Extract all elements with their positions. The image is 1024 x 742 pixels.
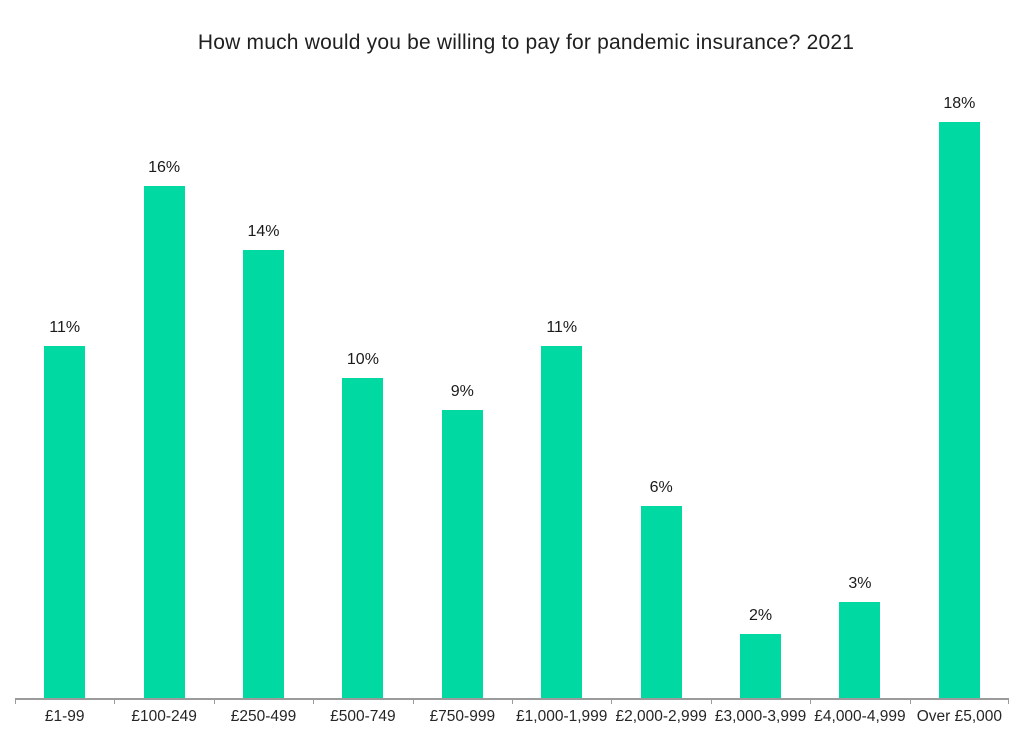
- value-label: 2%: [748, 607, 773, 624]
- bar: [541, 346, 583, 698]
- x-axis-tick: [512, 698, 513, 704]
- category-label: £750-999: [429, 708, 496, 725]
- x-axis-tick: [810, 698, 812, 704]
- value-label: 3%: [848, 575, 872, 592]
- value-label: 9%: [450, 383, 474, 400]
- x-axis-tick: [412, 698, 414, 704]
- bar: [938, 122, 980, 698]
- category-label: £500-749: [330, 708, 396, 725]
- value-label: 6%: [649, 479, 673, 496]
- value-label: 11%: [49, 319, 81, 336]
- bars-container: 11% 16% 14% 10% 9% 11% 6% 2% 3% 18%: [15, 90, 1009, 698]
- bar-column: 10%: [313, 90, 412, 698]
- category-label: Over £5,000: [916, 708, 1003, 725]
- bar-column: 18%: [910, 90, 1009, 698]
- x-axis-tick: [710, 698, 712, 704]
- value-label: 14%: [247, 223, 280, 240]
- x-axis-tick: [15, 698, 16, 704]
- x-axis-tick: [114, 698, 116, 704]
- plot-area: 11% 16% 14% 10% 9% 11% 6% 2% 3% 18%: [15, 90, 1009, 704]
- bar-column: 11%: [15, 90, 114, 698]
- category-label: £1-99: [44, 708, 85, 725]
- bar: [44, 346, 86, 698]
- category-label: £3,000-3,999: [714, 708, 807, 725]
- category-label: £1,000-1,999: [516, 708, 608, 725]
- bar: [243, 250, 285, 698]
- x-axis-tick: [313, 698, 315, 704]
- bar-column: 2%: [711, 90, 810, 698]
- bar: [143, 186, 185, 698]
- category-label: £100-249: [131, 708, 197, 725]
- bar-column: 6%: [611, 90, 710, 698]
- bar-column: 14%: [214, 90, 313, 698]
- value-label: 10%: [346, 351, 379, 368]
- bar: [740, 634, 782, 698]
- bar: [441, 410, 483, 698]
- bar: [839, 602, 881, 698]
- category-label: £4,000-4,999: [814, 708, 906, 725]
- x-axis-tick: [213, 698, 215, 704]
- bar: [342, 378, 384, 698]
- chart-title: How much would you be willing to pay for…: [197, 31, 855, 54]
- x-axis-tick: [909, 698, 911, 704]
- category-label: £250-499: [230, 708, 297, 725]
- x-axis-tick: [611, 698, 613, 704]
- bar-column: 16%: [114, 90, 213, 698]
- value-label: 11%: [546, 319, 578, 336]
- value-label: 18%: [943, 95, 976, 112]
- bar: [640, 506, 682, 698]
- bar-column: 9%: [413, 90, 512, 698]
- category-label: £2,000-2,999: [615, 708, 707, 725]
- bar-column: 3%: [810, 90, 909, 698]
- bar-column: 11%: [512, 90, 611, 698]
- x-axis-tick: [1008, 698, 1009, 704]
- value-label: 16%: [148, 159, 181, 176]
- x-axis-labels: £1-99 £100-249 £250-499 £500-749 £750-999 £1,…: [15, 708, 1009, 726]
